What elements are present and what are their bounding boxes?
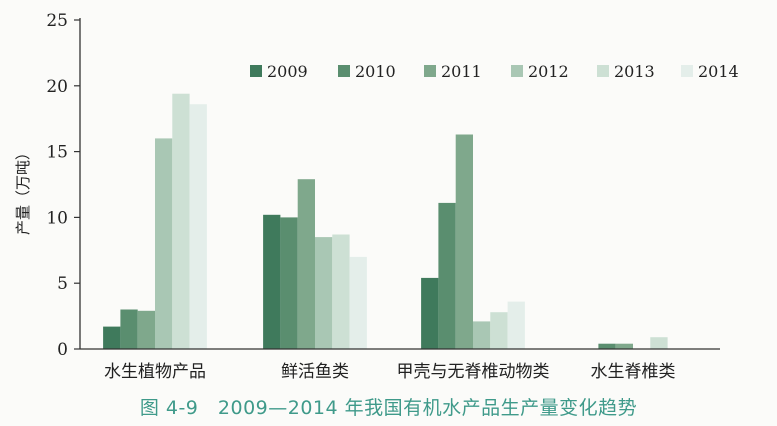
y-tick-label: 25	[46, 11, 68, 31]
bar-2010-3	[438, 202, 456, 349]
legend-label-2013: 2013	[614, 62, 655, 81]
y-tick-label: 5	[57, 274, 68, 294]
bar-2011-4	[615, 343, 633, 349]
bar-2014-3	[507, 301, 525, 349]
y-tick-label: 10	[46, 208, 68, 228]
bar-2009-2	[263, 214, 281, 349]
bar-2012-2	[315, 237, 333, 349]
y-axis-label: 产量（万吨）	[14, 145, 32, 235]
category-label: 水生植物产品	[104, 362, 206, 382]
bar-2011-1	[137, 310, 155, 349]
legend-swatch-2013	[597, 65, 609, 77]
axes-group: 0 5 10 15 20 25 水生植物产品 鲜活鱼类 甲壳与无脊椎动物类 水生脊椎类	[46, 11, 720, 382]
legend-label-2012: 2012	[528, 62, 569, 81]
category-label: 甲壳与无脊椎动物类	[397, 362, 550, 382]
category-label: 水生脊椎类	[591, 362, 676, 382]
bar-2011-2	[297, 179, 315, 349]
legend-label-2014: 2014	[698, 62, 739, 81]
bar-2014-1	[189, 104, 207, 349]
bar-2010-4	[598, 343, 616, 349]
bar-2014-2	[349, 256, 367, 349]
bar-2013-4	[650, 337, 668, 349]
y-tick-label: 0	[57, 340, 68, 360]
legend-swatch-2012	[511, 65, 523, 77]
bar-2009-3	[421, 277, 439, 349]
bar-2011-3	[455, 134, 473, 349]
category-label: 鲜活鱼类	[281, 362, 349, 382]
bar-2013-2	[332, 234, 350, 349]
y-tick-label: 15	[46, 143, 68, 163]
legend-label-2009: 2009	[267, 62, 308, 81]
bar-2010-2	[280, 217, 298, 349]
legend-swatch-2011	[424, 65, 436, 77]
bar-2012-3	[473, 321, 491, 349]
legend-swatch-2009	[250, 65, 262, 77]
legend-swatch-2014	[681, 65, 693, 77]
legend: 2009 2010 2011 2012 2013 2014	[250, 62, 739, 81]
bar-chart: 产量（万吨） 0 5 10 15 20 25 水生植物产品 鲜活鱼类 甲壳与无脊椎动物类 水生脊椎…	[14, 11, 739, 382]
legend-label-2010: 2010	[355, 62, 396, 81]
figure-caption: 图 4-9 2009—2014 年我国有机水产品生产量变化趋势	[139, 397, 638, 419]
bar-2013-3	[490, 312, 508, 349]
legend-swatch-2010	[338, 65, 350, 77]
bar-2012-1	[155, 138, 173, 349]
y-tick-label: 20	[46, 77, 68, 97]
bar-2013-1	[172, 93, 190, 349]
legend-label-2011: 2011	[441, 62, 482, 81]
bar-2010-1	[120, 309, 138, 349]
bar-2009-1	[103, 326, 121, 349]
bars-group	[103, 93, 668, 349]
